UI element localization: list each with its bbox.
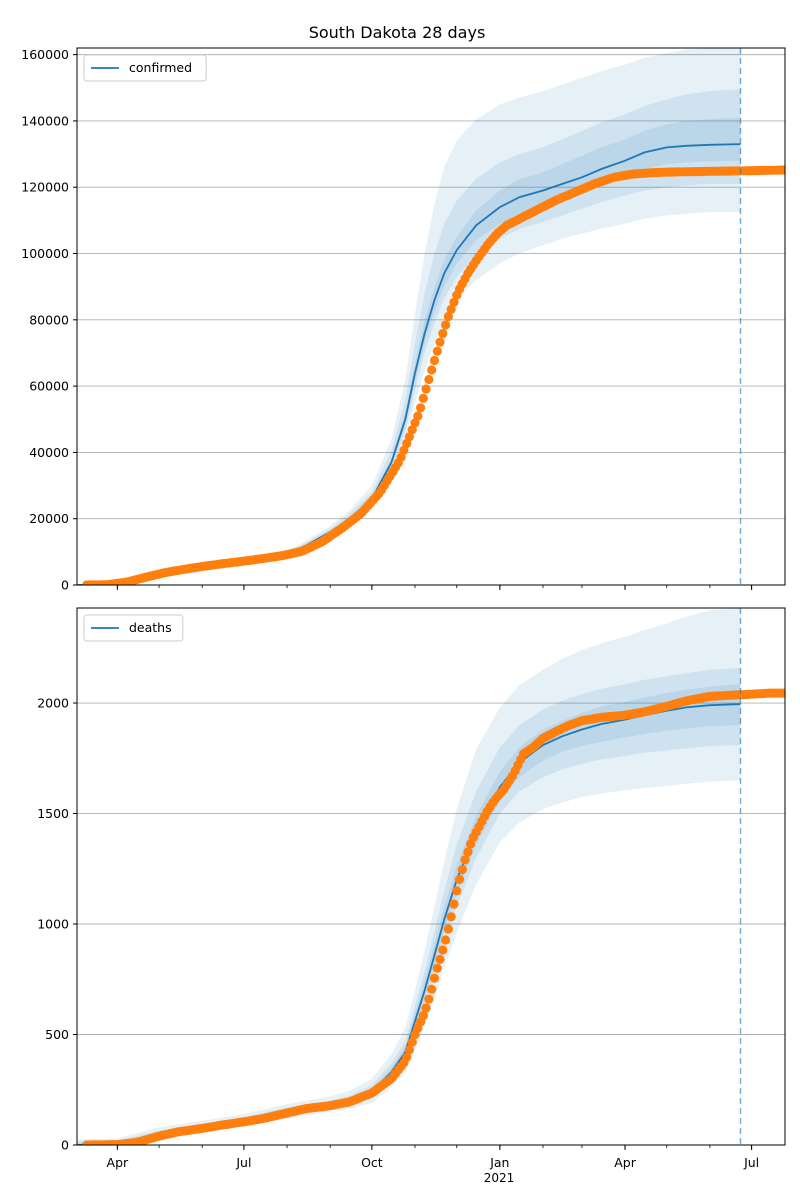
observed-point (449, 297, 459, 307)
y-tick-label: 140000 (21, 113, 69, 128)
observed-points (82, 688, 785, 1145)
legend: confirmed (83, 54, 207, 82)
observed-point (427, 365, 437, 375)
x-tick-label: Jul (743, 1155, 759, 1170)
axes-frame (76, 47, 786, 586)
observed-point (404, 1045, 414, 1055)
observed-point (460, 855, 470, 865)
observed-point (407, 1037, 417, 1047)
y-tick-label: 0 (61, 578, 69, 593)
uncertainty-band-middle (77, 667, 741, 1145)
deaths-panel: 0 500 1000 1500 2000 Apr Jul Oct Jan Apr Jul deaths (37, 607, 786, 1170)
observed-point (446, 304, 456, 314)
observed-point (432, 346, 442, 356)
observed-point (438, 328, 448, 339)
y-tick-label: 1500 (37, 806, 69, 821)
axes-frame (76, 607, 786, 1146)
observed-point (421, 1003, 431, 1013)
x-tick-label: Apr (614, 1155, 636, 1170)
plot-area (77, 48, 785, 585)
observed-point (441, 320, 451, 330)
observed-point (446, 912, 456, 922)
observed-point (780, 165, 785, 175)
observed-point (443, 924, 453, 934)
x-tick-label: Jul (235, 1155, 251, 1170)
observed-point (438, 945, 448, 955)
observed-point (399, 445, 409, 455)
observed-point (424, 994, 434, 1004)
y-tick-label: 100000 (21, 246, 69, 261)
uncertainty-band-middle (77, 89, 741, 585)
observed-point (407, 425, 417, 435)
observed-point (404, 432, 414, 442)
uncertainty-band-outer (77, 48, 741, 585)
observed-point (413, 411, 423, 421)
y-tick-label: 2000 (37, 696, 69, 711)
x-tick-label: Jan (489, 1155, 509, 1170)
observed-point (429, 973, 440, 983)
observed-point (463, 847, 473, 857)
observed-point (780, 688, 785, 698)
observed-point (402, 1052, 412, 1062)
y-tick-label: 80000 (29, 312, 69, 327)
x-tick-label: Apr (107, 1155, 129, 1170)
observed-point (454, 874, 465, 885)
x-year-label: 2021 (484, 1171, 515, 1185)
observed-point (421, 384, 431, 394)
legend-box (83, 614, 184, 642)
observed-point (435, 954, 445, 965)
observed-points (82, 165, 785, 585)
chart-title: South Dakota 28 days (309, 23, 486, 42)
legend-box (83, 54, 207, 82)
y-tick-label: 1000 (37, 917, 69, 932)
y-tick-label: 160000 (21, 47, 69, 62)
legend-label: deaths (129, 620, 172, 635)
observed-point (443, 311, 453, 322)
confirmed-panel: 0 20000 40000 60000 80000 100000 120000 140000 1… (21, 47, 786, 593)
observed-point (396, 452, 406, 462)
observed-point (418, 393, 428, 403)
plot-area (77, 608, 785, 1145)
observed-point (427, 984, 437, 994)
observed-point (424, 374, 434, 385)
legend: deaths (83, 614, 184, 642)
y-tick-label: 120000 (21, 180, 69, 195)
y-tick-label: 60000 (29, 379, 69, 394)
observed-point (449, 899, 459, 909)
x-tick-label: Oct (361, 1155, 383, 1170)
uncertainty-band-outer (77, 608, 741, 1145)
observed-point (435, 337, 445, 347)
observed-point (416, 403, 426, 413)
observed-point (441, 935, 451, 945)
y-tick-label: 20000 (29, 511, 69, 526)
observed-point (457, 865, 467, 875)
observed-point (452, 886, 462, 896)
y-tick-label: 500 (45, 1027, 69, 1042)
y-tick-label: 0 (61, 1138, 69, 1153)
y-tick-label: 40000 (29, 445, 69, 460)
legend-label: confirmed (129, 60, 192, 75)
observed-point (429, 355, 440, 366)
observed-point (418, 1011, 428, 1021)
observed-point (432, 963, 442, 973)
